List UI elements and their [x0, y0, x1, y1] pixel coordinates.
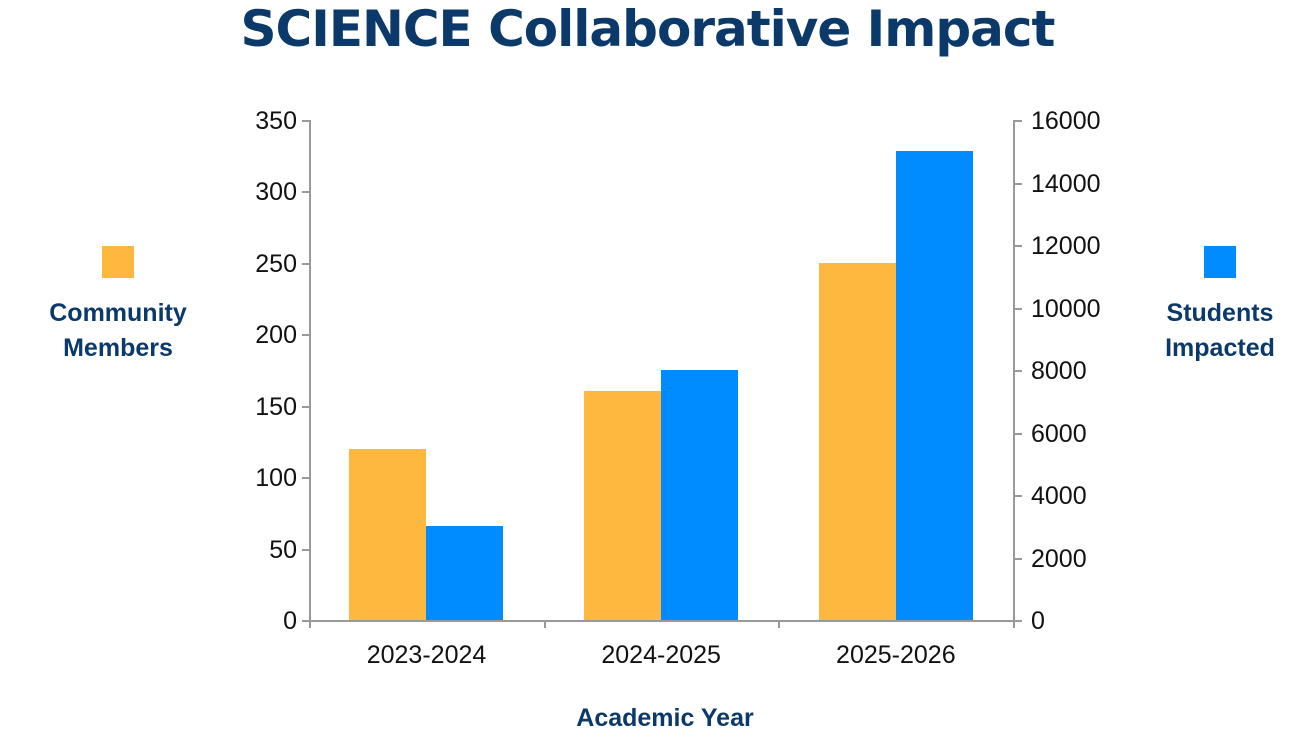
- right-y-tick-label: 6000: [1031, 419, 1087, 448]
- bar-students-impacted: [426, 526, 504, 620]
- right-y-axis-line: [1013, 120, 1015, 620]
- x-axis-title: Academic Year: [576, 704, 754, 732]
- left-y-tick: [302, 191, 309, 194]
- legend-label-students-line2: Impacted: [1165, 334, 1275, 362]
- right-y-tick: [1015, 307, 1022, 310]
- right-y-tick-label: 4000: [1031, 482, 1087, 510]
- left-y-tick-label: 350: [255, 107, 297, 135]
- right-y-tick: [1015, 182, 1022, 185]
- x-axis-category-label: 2024-2025: [601, 641, 721, 669]
- left-y-tick-label: 200: [255, 321, 297, 350]
- left-y-tick: [302, 620, 309, 622]
- legend-label-community-line2: Members: [63, 334, 173, 362]
- bar-community-members: [349, 448, 427, 620]
- right-y-tick: [1015, 120, 1022, 122]
- x-axis-line: [309, 620, 1015, 622]
- left-y-tick: [302, 548, 309, 551]
- x-axis-category-label: 2023-2024: [366, 641, 487, 669]
- x-axis-tick: [778, 620, 781, 628]
- left-y-tick-label: 100: [255, 464, 297, 493]
- right-y-tick-label: 8000: [1031, 357, 1087, 385]
- right-y-tick-label: 0: [1031, 607, 1045, 635]
- legend-label-community-line1: Community: [49, 299, 187, 327]
- left-y-tick: [302, 477, 309, 480]
- legend-swatch-community: [102, 246, 134, 278]
- left-y-tick-label: 300: [255, 178, 297, 207]
- chart-title: SCIENCE Collaborative Impact: [240, 0, 1056, 58]
- right-y-tick: [1015, 432, 1022, 435]
- left-y-tick-label: 250: [255, 249, 297, 278]
- right-y-tick: [1015, 557, 1022, 560]
- bar-community-members: [584, 391, 661, 620]
- x-axis-tick: [1013, 620, 1015, 628]
- right-y-tick-label: 10000: [1031, 294, 1101, 323]
- right-y-tick: [1015, 620, 1022, 622]
- x-axis-category-label: 2025-2026: [836, 641, 956, 669]
- right-y-tick: [1015, 245, 1022, 247]
- left-y-tick: [302, 120, 309, 122]
- right-y-tick-label: 2000: [1031, 544, 1087, 573]
- x-axis-tick: [543, 620, 546, 628]
- left-y-axis-line: [309, 120, 311, 620]
- bar-community-members: [818, 262, 896, 620]
- bar-students-impacted: [895, 151, 973, 620]
- right-y-tick-label: 14000: [1031, 169, 1101, 198]
- legend-label-students-line1: Students: [1166, 299, 1274, 327]
- right-y-tick-label: 12000: [1031, 232, 1101, 260]
- left-y-tick-label: 50: [269, 535, 297, 564]
- left-y-tick: [302, 405, 309, 408]
- left-y-tick: [302, 262, 309, 265]
- left-y-tick-label: 0: [283, 607, 297, 635]
- right-y-tick-label: 16000: [1031, 107, 1101, 135]
- right-y-tick: [1015, 370, 1022, 372]
- left-y-tick-label: 150: [255, 392, 297, 421]
- legend-community-members: Community Members: [28, 246, 208, 366]
- right-y-tick: [1015, 495, 1022, 497]
- x-axis-tick: [309, 620, 311, 628]
- legend-swatch-students: [1204, 246, 1236, 278]
- bar-students-impacted: [661, 370, 738, 620]
- left-y-tick: [302, 334, 309, 337]
- legend-students-impacted: Students Impacted: [1140, 246, 1295, 366]
